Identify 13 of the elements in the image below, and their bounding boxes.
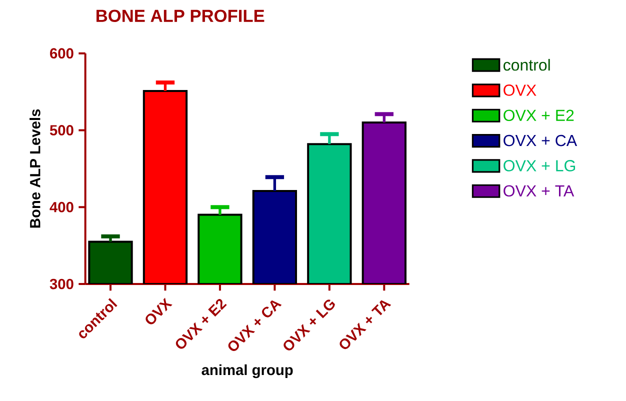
y-axis-title: Bone ALP Levels: [30, 109, 40, 228]
y-tick-label: 500: [50, 125, 74, 136]
x-axis-title: animal group: [202, 364, 293, 378]
y-tick-label: 600: [50, 48, 74, 59]
chart-title: BONE ALP PROFILE: [96, 10, 264, 22]
legend-label: OVX + TA: [504, 185, 574, 197]
legend-label: OVX + CA: [504, 134, 578, 146]
legend-label: OVX: [504, 84, 536, 96]
y-tick-label: 400: [50, 202, 74, 212]
legend-label: OVX + E2: [504, 110, 574, 122]
legend-label: OVX + LG: [504, 160, 576, 172]
y-tick-label: 300: [50, 278, 74, 290]
legend-label: control: [504, 58, 550, 71]
